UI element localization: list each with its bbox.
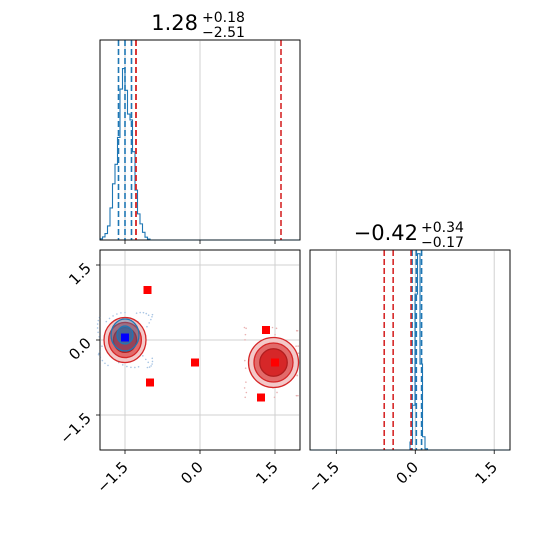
sample-point (142, 311, 145, 314)
sample-point (151, 315, 153, 318)
sample-point (295, 345, 297, 347)
sample-point (146, 325, 148, 328)
sample-point (135, 312, 138, 314)
sample-point (105, 320, 108, 323)
marginal-panel-param-2: −0.42 +0.34 −0.17 −1.5 0.0 1.5 (305, 220, 511, 497)
sample-point (245, 327, 247, 330)
truth-marker-red (146, 378, 154, 387)
sample-point (130, 366, 132, 369)
joint-panel: −1.5 0.0 1.5 1.5 0.0 −1.5 (56, 249, 301, 497)
sample-point (150, 365, 152, 367)
sample-point (244, 339, 246, 341)
sample-point (295, 394, 298, 397)
truth-marker-red (257, 393, 265, 402)
sample-point (151, 360, 154, 363)
sample-point (243, 326, 246, 329)
sample-point (97, 319, 100, 322)
sample-point (151, 363, 153, 365)
y-tick-label: −1.5 (56, 409, 94, 447)
truth-marker-red (271, 358, 279, 367)
title-minus-param-2: −0.17 (421, 235, 464, 251)
sample-point (147, 361, 150, 364)
sample-point (295, 329, 298, 332)
sample-point (124, 311, 126, 314)
sample-point (112, 315, 114, 317)
sample-point (244, 367, 247, 369)
title-median-param-2: −0.42 (354, 221, 418, 245)
sample-point (145, 312, 148, 315)
sample-point (97, 353, 100, 356)
sample-point (101, 345, 103, 348)
x-tick-label: 1.5 (252, 458, 282, 488)
sample-point (126, 365, 128, 368)
sample-point (137, 366, 140, 368)
y-tick-label: 1.5 (65, 259, 95, 289)
truth-marker-red (143, 286, 152, 294)
x-tick-label: 1.5 (471, 458, 501, 488)
sample-point (116, 313, 118, 315)
histogram-series (310, 253, 510, 451)
sample-point (245, 391, 248, 394)
sample-point (297, 352, 300, 354)
sample-point (148, 366, 151, 368)
sample-point (107, 364, 109, 367)
sample-point (276, 391, 278, 394)
sample-point (274, 333, 276, 336)
sample-point (296, 374, 298, 377)
sample-point (96, 327, 99, 329)
truth-marker-red (191, 358, 199, 367)
sample-point (275, 327, 278, 330)
sample-point (244, 359, 246, 362)
sample-point (146, 366, 149, 369)
x-tick-label: 0.0 (177, 458, 207, 488)
title-plus-param-1: +0.18 (202, 10, 245, 26)
truth-marker-red (262, 326, 270, 334)
sample-point (120, 312, 122, 314)
sample-point (244, 333, 247, 336)
sample-point (97, 352, 100, 355)
sample-point (101, 359, 104, 362)
sample-point (244, 396, 247, 399)
sample-point (151, 357, 154, 360)
sample-point (142, 355, 144, 357)
x-tick-label: 0.0 (392, 458, 422, 488)
sample-point (96, 323, 99, 325)
sample-point (97, 331, 99, 334)
y-tick-label: 0.0 (65, 334, 95, 364)
title-minus-param-1: −2.51 (202, 25, 245, 41)
panel-frame-top (99, 39, 301, 241)
truth-marker-blue (121, 333, 129, 342)
sample-point (297, 345, 299, 347)
sample-point (245, 381, 247, 383)
sample-point (108, 317, 111, 320)
panel-frame-top (309, 249, 511, 451)
sample-point (139, 311, 141, 314)
sample-point (243, 387, 246, 389)
x-tick-label: −1.5 (93, 458, 131, 496)
sample-point (148, 322, 150, 324)
panel-frame (309, 249, 511, 451)
panel-frame-top (99, 249, 301, 451)
sample-point (150, 318, 152, 321)
marginal-panel-param-1: 1.28 +0.18 −2.51 (99, 10, 301, 244)
title-median-param-1: 1.28 (151, 11, 198, 35)
sample-point (104, 362, 106, 365)
sample-point (271, 326, 274, 329)
sample-point (151, 313, 154, 316)
title-plus-param-2: +0.34 (421, 220, 464, 236)
sample-point (134, 366, 136, 369)
sample-point (121, 364, 124, 366)
sample-point (273, 396, 276, 399)
x-tick-label: −1.5 (305, 458, 343, 496)
sample-point (144, 358, 147, 361)
sample-point (147, 314, 150, 317)
sample-point (297, 394, 299, 397)
